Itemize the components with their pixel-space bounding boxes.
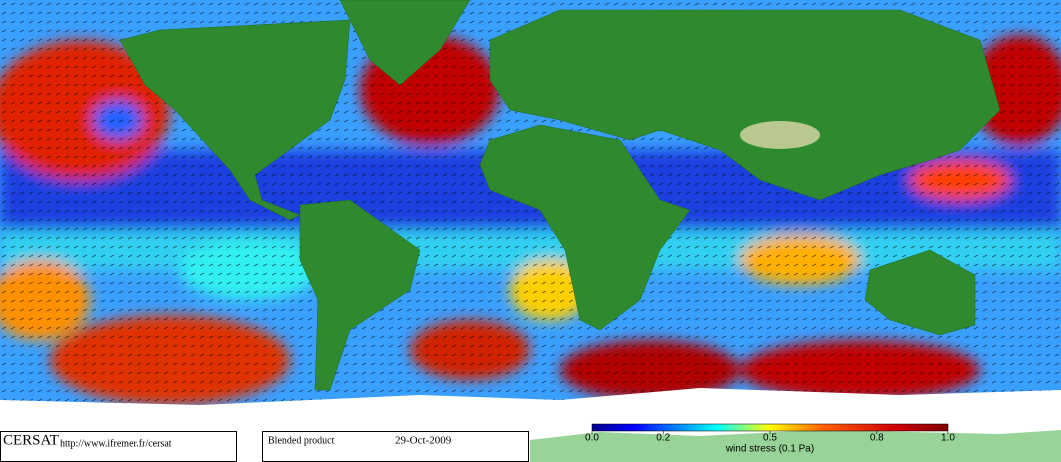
url: http://www.ifremer.fr/cersat [60,438,172,449]
colorbar-tick-label: 0.8 [870,433,884,444]
footer-box [0,431,237,462]
colorbar-tick-label: 0.5 [763,433,777,444]
continents [119,0,1001,391]
colorbar-tick-label: 0.2 [656,433,670,444]
colorbar-tick-label: 0.0 [585,433,599,444]
colorbar-tick-label: 1.0 [941,433,955,444]
colorbar-scale [591,423,949,432]
logo: CERSAT [3,432,59,448]
footer: CERSAT http://www.ifremer.fr/cersat Blen… [0,431,529,462]
colorbar-label: wind stress (0.1 Pa) [725,444,814,455]
product: Blended product [268,435,335,446]
colorbar: wind stress (0.1 Pa) 0.0 0.2 0.5 0.8 1.0 [585,423,955,455]
date: 29-Oct-2009 [395,435,452,447]
antarctic-land [530,430,1061,462]
footer-box [262,431,529,462]
